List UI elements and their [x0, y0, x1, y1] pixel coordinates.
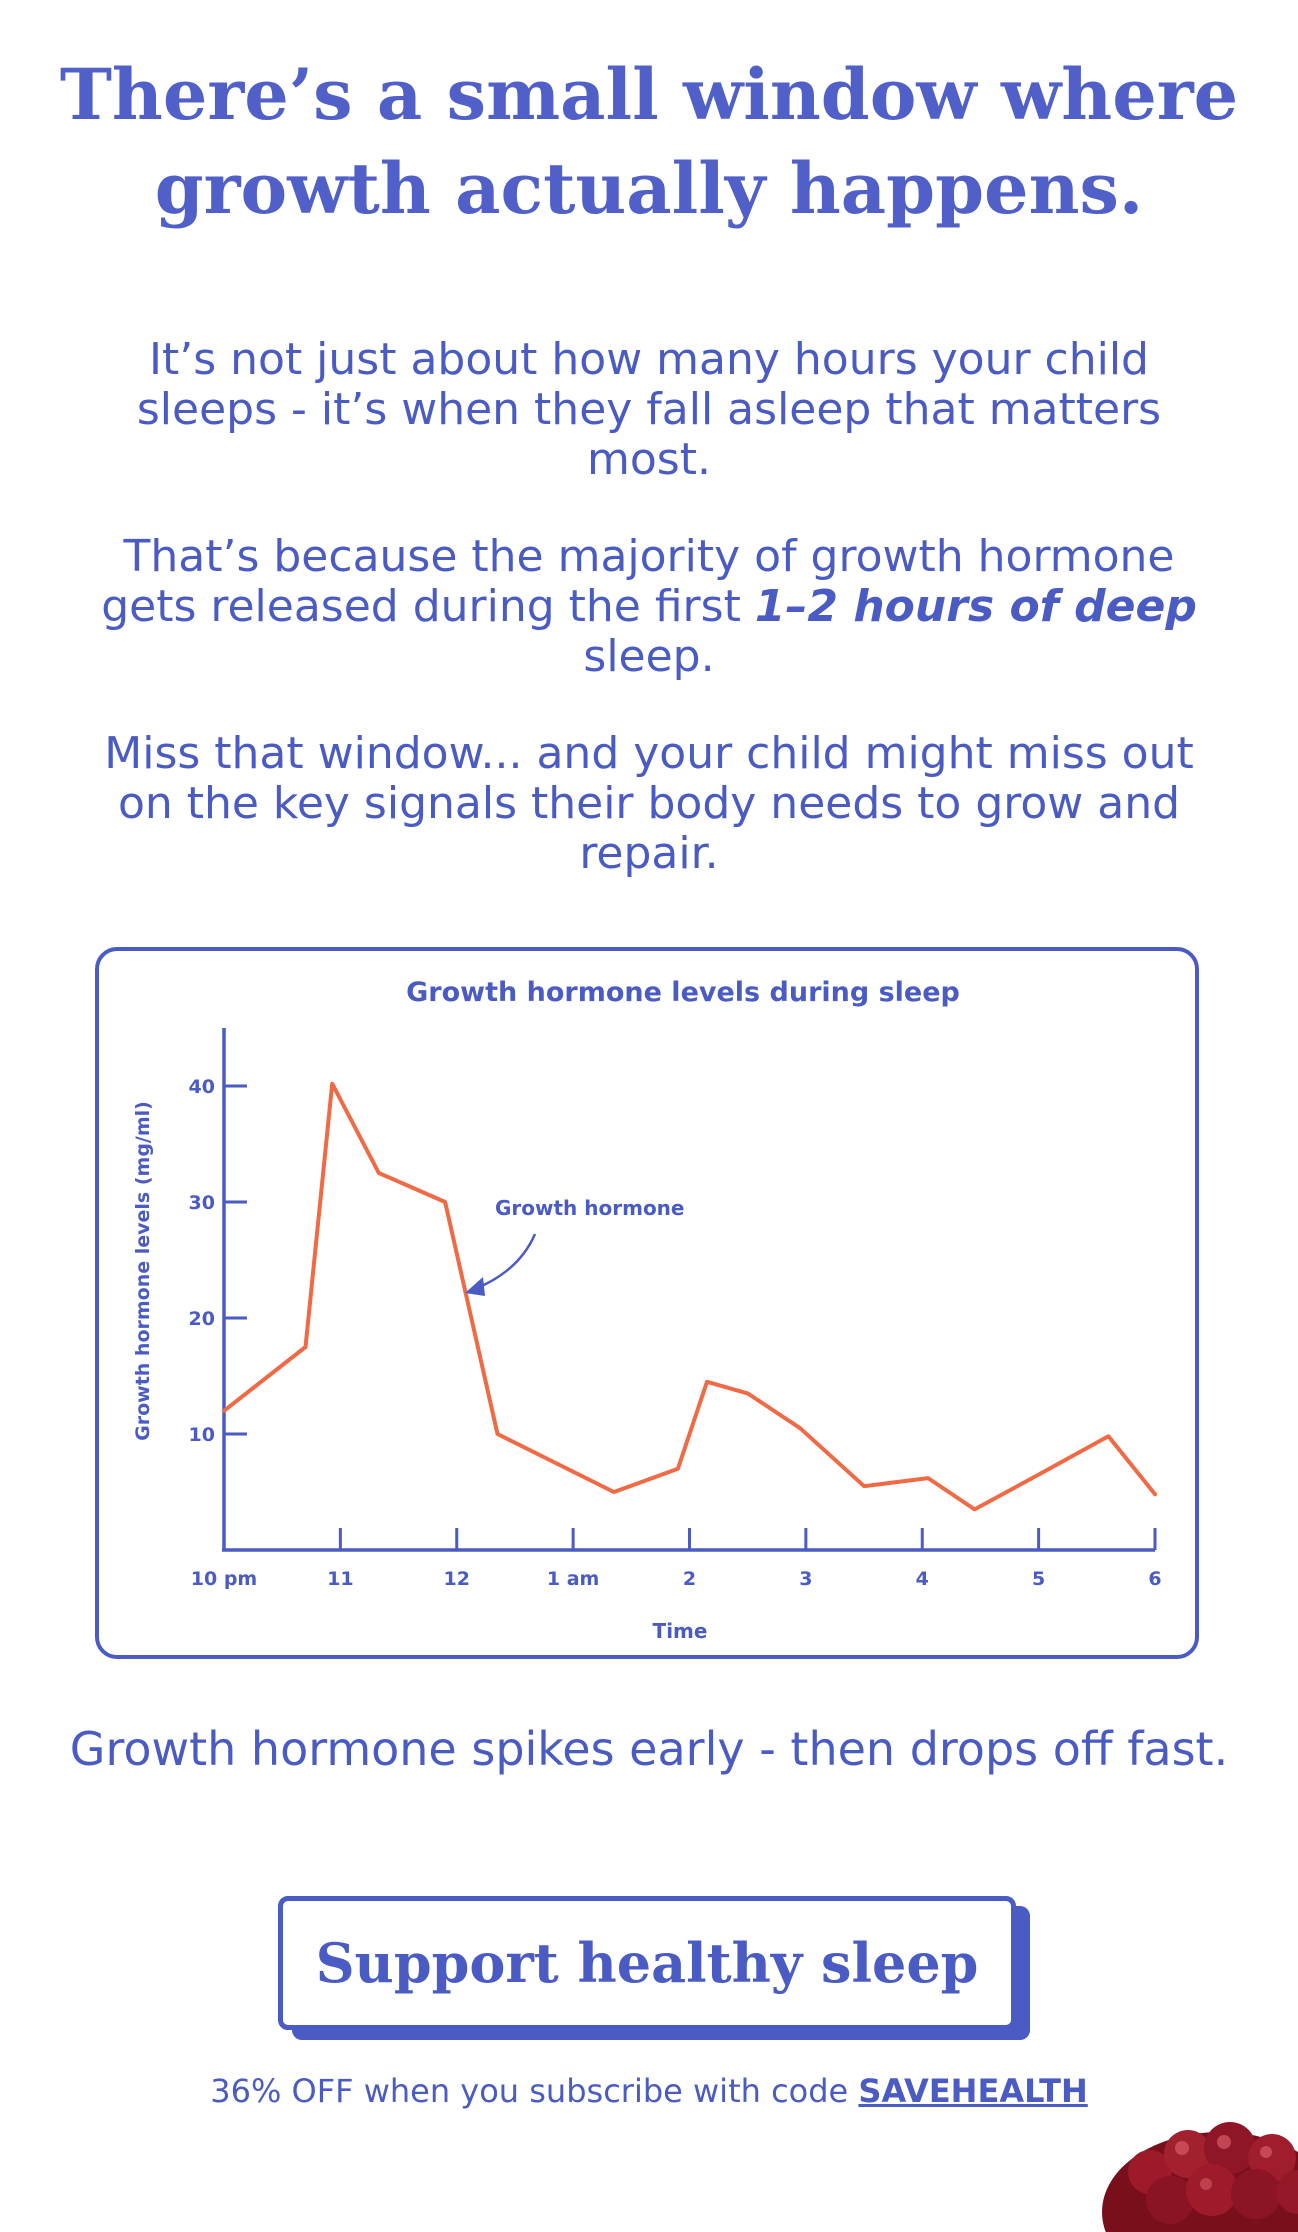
chart-card: Growth hormone levels during sleep Growt… [95, 947, 1199, 1659]
y-tick-label: 40 [189, 1076, 215, 1098]
hormone-paragraph-text: That’s because the majority of growth ho… [101, 531, 1175, 632]
intro-paragraph: It’s not just about how many hours your … [136, 334, 1162, 485]
headline-line-1: There’s a small window where [59, 53, 1239, 136]
headline-line-2: growth actually happens. [154, 147, 1144, 230]
x-tick-label: 2 [683, 1568, 696, 1590]
annotation-label: Growth hormone [495, 1196, 684, 1220]
window-paragraph: Miss that window... and your child might… [104, 728, 1194, 879]
x-tick-label: 11 [327, 1568, 353, 1590]
y-tick-label: 30 [189, 1192, 215, 1214]
x-tick-label: 5 [1032, 1568, 1045, 1590]
growth-hormone-chart: Growth hormone levels during sleep Growt… [132, 977, 1162, 1643]
x-tick-label: 10 pm [191, 1568, 257, 1590]
chart-xlabel: Time [653, 1619, 708, 1643]
promo-code[interactable]: SAVEHEALTH [858, 2072, 1088, 2110]
chart-ylabel: Growth hormone levels (mg/ml) [132, 1101, 154, 1441]
annotation-arrowhead [465, 1277, 485, 1296]
x-tick-label: 1 am [547, 1568, 599, 1590]
x-tick-label: 6 [1148, 1568, 1161, 1590]
gummy-berry-image [1102, 2122, 1298, 2232]
promo-message: 36% OFF when you subscribe with code [210, 2072, 859, 2110]
x-tick-label: 4 [916, 1568, 929, 1590]
annotation-arrow [474, 1233, 537, 1291]
chart-title: Growth hormone levels during sleep [406, 977, 960, 1008]
y-tick-label: 20 [189, 1308, 215, 1330]
series-line-growth-hormone [222, 1081, 1157, 1512]
hormone-paragraph: That’s because the majority of growth ho… [80, 532, 1218, 682]
x-tick-label: 12 [444, 1568, 470, 1590]
x-tick-label: 3 [799, 1568, 812, 1590]
y-tick-label: 10 [189, 1424, 215, 1446]
hormone-paragraph-end: sleep. [583, 631, 715, 682]
promo-text: 36% OFF when you subscribe with code SAV… [0, 2072, 1298, 2110]
hormone-paragraph-emphasis: 1–2 hours of deep [754, 581, 1197, 632]
chart-caption: Growth hormone spikes early - then drops… [69, 1722, 1229, 1776]
headline: There’s a small window where growth actu… [0, 48, 1298, 236]
support-healthy-sleep-button[interactable]: Support healthy sleep [278, 1896, 1016, 2030]
